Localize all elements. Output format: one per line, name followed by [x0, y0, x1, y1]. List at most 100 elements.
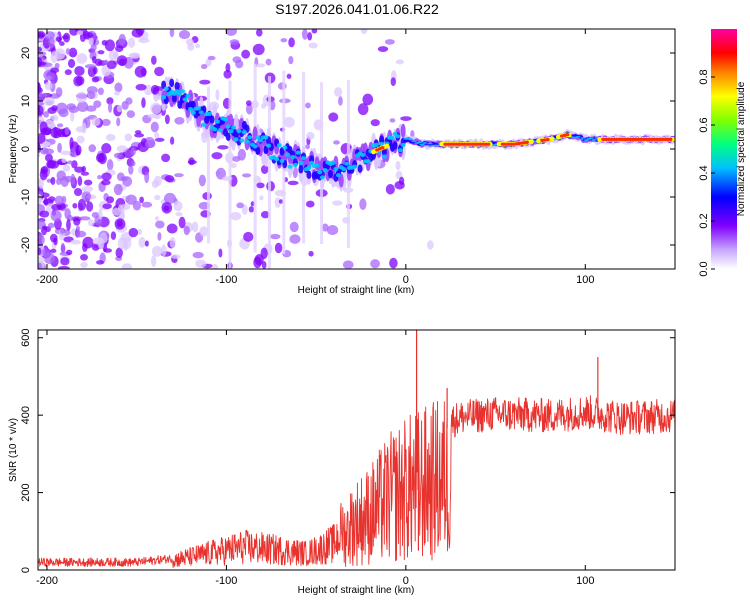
spectrogram-noise-cell: [70, 173, 76, 186]
spectrogram-ridge-cell: [309, 160, 315, 165]
colorbar: 0.0 0.2 0.4 0.6 0.8 Normalized spectral ampl…: [698, 29, 747, 277]
spectrogram-noise-cell: [332, 200, 343, 206]
spectrogram-noise-cell: [150, 102, 162, 115]
spectrogram-noise-cell: [42, 148, 55, 155]
colorbar-gradient: [711, 29, 737, 269]
spectrogram-noise-cell: [171, 254, 181, 259]
spectrogram-noise-cell: [150, 121, 159, 133]
spectrogram-peak-core: [545, 138, 550, 142]
spectrogram-noise-cell: [151, 255, 157, 268]
spectrogram-noise-cell: [389, 257, 398, 269]
spectrogram-ridge-cell: [306, 165, 312, 170]
spectrogram-noise-cell: [245, 103, 253, 115]
spectrogram-noise-cell: [307, 32, 313, 41]
spectrogram-noise-cell: [170, 136, 175, 145]
spectrogram-noise-cell: [128, 165, 134, 175]
spectrogram-noise-cell: [92, 66, 98, 75]
spectrogram-noise-cell: [116, 55, 128, 66]
spectrogram-ridge-cell: [263, 135, 269, 140]
spectrogram-ridge-cell: [290, 154, 296, 160]
x-tick-label: -200: [36, 274, 58, 286]
spectrogram-x-label: Height of straight line (km): [298, 285, 415, 296]
spectrogram-ridge-cell: [287, 164, 293, 169]
spectrogram-ridge-cell: [190, 110, 196, 115]
spectrogram-noise-cell: [61, 195, 67, 204]
spectrogram-ridge-cell: [169, 78, 175, 88]
spectrogram-noise-cell: [229, 162, 237, 169]
spectrogram-noise-cell: [76, 53, 88, 64]
spectrogram-noise-cell: [86, 201, 94, 212]
spectrogram-ridge-cell: [357, 164, 363, 173]
y-tick-label: -20: [20, 237, 32, 253]
spectrogram-noise-cell: [50, 67, 60, 73]
spectrogram-noise-cell: [164, 175, 175, 183]
spectrogram-ridge-cell: [408, 138, 414, 141]
spectrogram-noise-cell: [370, 119, 380, 127]
spectrogram-ridge-cell: [322, 168, 328, 173]
spectrogram-noise-cell: [287, 180, 299, 186]
spectrogram-noise-cell: [66, 219, 71, 231]
spectrogram-noise-cell: [71, 160, 78, 169]
spectrogram-noise-cell: [95, 153, 106, 163]
spectrogram-noise-cell: [40, 166, 49, 174]
spectrogram-noise-cell: [101, 179, 111, 186]
spectrogram-noise-cell: [50, 176, 56, 185]
snr-line: [38, 395, 675, 569]
spectrogram-noise-cell: [67, 160, 73, 165]
spectrogram-noise-cell: [195, 259, 207, 268]
spectrogram-noise-cell: [116, 145, 128, 153]
spectrogram-noise-cell: [42, 248, 50, 257]
spectrogram-noise-cell: [62, 32, 71, 43]
spectrogram-ridge-cell: [209, 115, 215, 124]
spectrogram-ridge-cell: [231, 125, 237, 130]
spectrogram-ridge-cell: [360, 152, 366, 158]
spectrogram-ridge-cell: [314, 163, 320, 168]
spectrogram-noise-cell: [118, 33, 126, 46]
spectrogram-noise-cell: [187, 43, 195, 51]
spectrogram-noise-cell: [39, 210, 50, 218]
snr-y-label: SNR (10 * v/v): [8, 418, 19, 482]
spectrogram-noise-cell: [144, 171, 150, 184]
spectrogram-noise-cell: [377, 46, 389, 52]
spectrogram-ridge-cell: [333, 166, 339, 172]
spectrogram-noise-cell: [76, 135, 85, 144]
spectrogram-ridge-cell: [416, 141, 422, 144]
spectrogram-noise-cell: [283, 116, 295, 128]
spectrogram-noise-cell: [166, 223, 178, 234]
spectrogram-ridge-cell: [174, 81, 180, 91]
spectrogram-noise-cell: [134, 130, 142, 135]
spectrogram-noise-cell: [91, 117, 101, 126]
spectrogram-noise-cell: [57, 123, 64, 128]
spectrogram-noise-cell: [81, 185, 94, 193]
colorbar-tick-label: 0.8: [698, 69, 710, 84]
spectrogram-noise-cell: [269, 233, 281, 240]
spectrogram-noise-cell: [77, 198, 87, 211]
spectrogram-noise-cell: [71, 148, 76, 158]
spectrogram-noise-cell: [38, 87, 43, 94]
spectrogram-noise-cell: [80, 253, 88, 261]
spectrogram-noise-cell: [395, 161, 401, 171]
spectrogram-ridge-cell: [276, 143, 282, 148]
spectrogram-noise-cell: [51, 105, 58, 112]
spectrogram-noise-cell: [50, 51, 59, 63]
spectrogram-noise-cell: [187, 160, 197, 165]
spectrogram-noise-cell: [151, 55, 157, 65]
spectrogram-noise-cell: [134, 133, 145, 138]
spectrogram-noise-cell: [289, 221, 299, 233]
spectrogram-noise-cell: [121, 100, 129, 111]
spectrogram-noise-cell: [38, 247, 42, 256]
colorbar-label: Normalized spectral amplitude: [736, 81, 747, 216]
spectrogram-noise-cell: [218, 248, 223, 258]
spectrogram-noise-cell: [106, 196, 115, 204]
spectrogram-noise-cell: [357, 103, 369, 116]
spectrogram-ridge-cell: [422, 142, 428, 144]
spectrogram-noise-cell: [131, 160, 136, 167]
spectrogram-noise-cell: [88, 37, 94, 46]
spectrogram-ridge-cell: [435, 144, 441, 147]
spectrogram-noise-cell: [60, 176, 69, 188]
spectrogram-ridge-cell: [263, 145, 269, 155]
spectrogram-noise-cell: [69, 29, 79, 36]
spectrogram-noise-cell: [77, 101, 89, 113]
spectrogram-noise-cell: [106, 60, 117, 70]
spectrogram-ridge-cell: [295, 150, 301, 155]
